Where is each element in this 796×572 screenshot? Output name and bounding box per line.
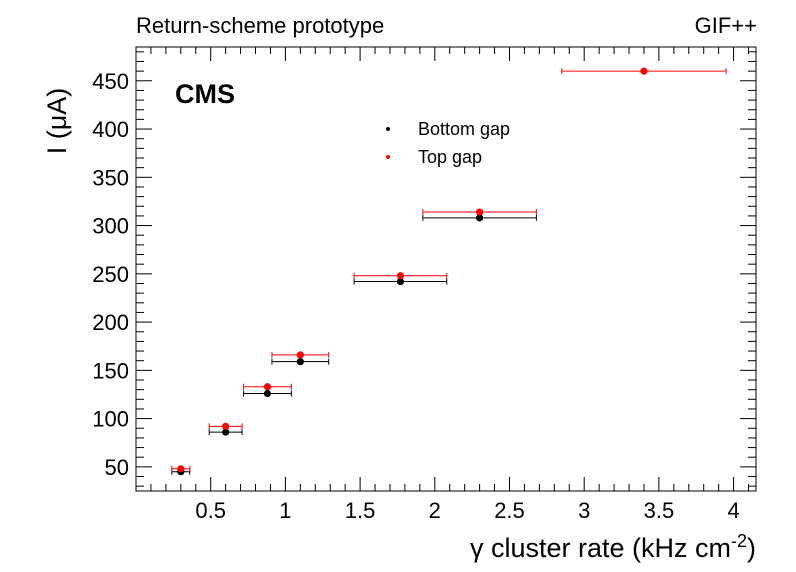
y-axis-label: I (μA) [42,88,72,155]
data-point [640,67,648,75]
data-point [296,351,304,359]
header-right-title: GIF++ [695,13,757,38]
data-point [396,277,405,286]
y-tick-label: 400 [92,117,129,142]
x-tick-label: 3.5 [644,498,675,523]
x-axis-tick-labels: 0.5 1 1.5 2 2.5 3 3.5 4 [195,498,739,523]
data-point [296,358,304,366]
y-tick-label: 450 [92,69,129,94]
data-point [476,214,484,222]
data-point [263,389,272,398]
x-tick-label: 2.5 [494,498,525,523]
x-axis-label-exponent: -2 [731,531,747,551]
x-tick-label: 1 [279,498,291,523]
x-tick-label: 4 [727,498,739,523]
legend-marker-dot [386,127,390,131]
y-tick-label: 150 [92,358,129,383]
y-tick-label: 300 [92,214,129,239]
data-point [476,208,484,216]
legend-label-bottom-gap: Bottom gap [418,119,510,139]
x-tick-label: 0.5 [195,498,226,523]
series-bottom-gap [171,214,537,476]
x-axis-ticks [150,47,750,491]
y-tick-label: 250 [92,262,129,287]
y-axis-tick-labels: 50 100 150 200 250 300 350 400 450 [92,69,129,480]
x-tick-label: 3 [578,498,590,523]
data-point [177,465,185,473]
legend-marker-dot [386,155,390,159]
legend: Bottom gap Top gap [386,119,510,167]
y-tick-label: 200 [92,310,129,335]
data-point [263,383,272,391]
y-tick-label: 100 [92,407,129,432]
legend-marker-bottom-gap [386,127,390,131]
data-point [222,422,230,430]
data-point [222,428,230,436]
y-axis-ticks [136,51,756,487]
data-series [171,67,727,476]
series-top-gap [171,67,727,473]
y-tick-label: 50 [105,455,129,480]
y-tick-label: 350 [92,165,129,190]
x-tick-label: 2 [429,498,441,523]
data-point [396,272,405,280]
x-tick-label: 1.5 [345,498,376,523]
plot-frame [135,46,757,492]
x-axis-label: γ cluster rate (kHz cm-2) [470,531,756,563]
header-left-title: Return-scheme prototype [136,13,384,38]
x-axis-label-main: γ cluster rate (kHz cm [470,533,731,563]
x-axis-label-close: ) [747,533,756,563]
legend-label-top-gap: Top gap [418,147,482,167]
experiment-label: CMS [175,79,235,109]
legend-marker-top-gap [386,155,390,159]
